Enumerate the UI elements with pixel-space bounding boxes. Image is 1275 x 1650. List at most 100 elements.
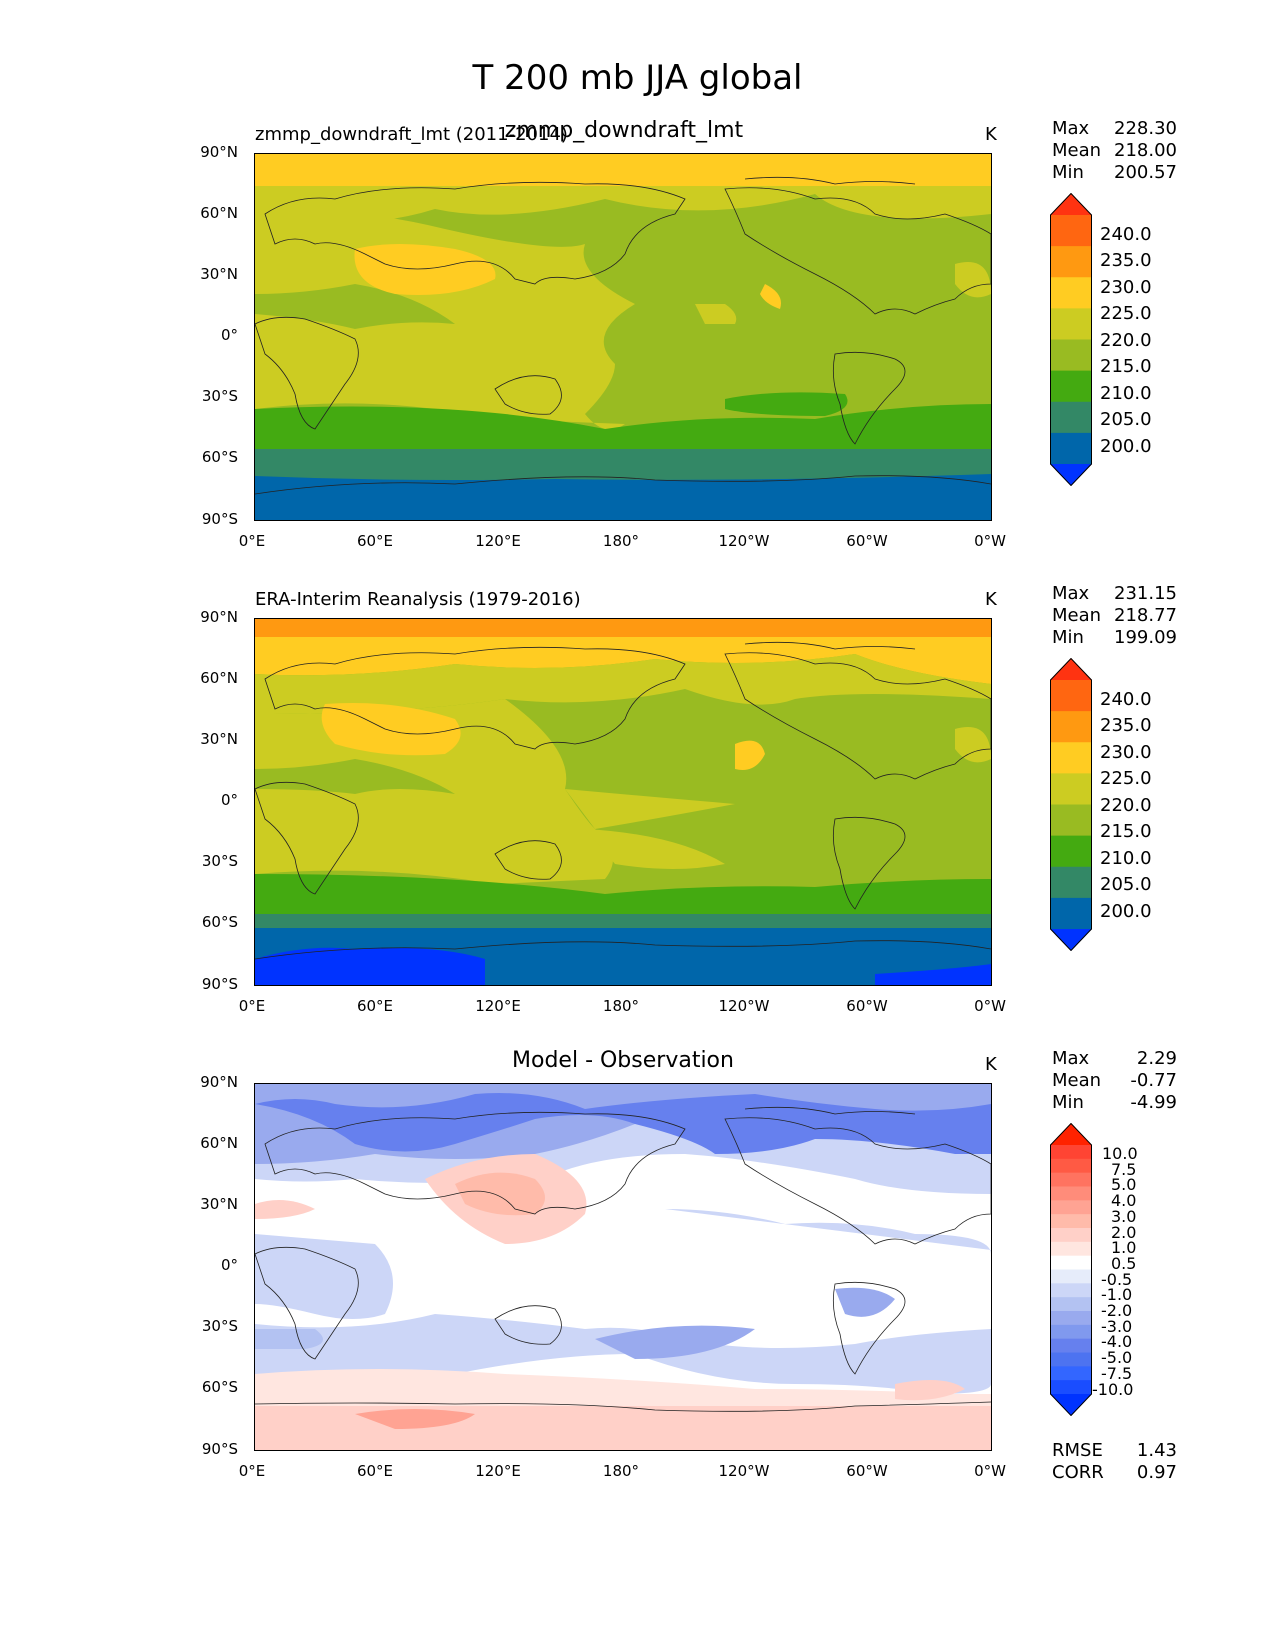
colorbar-label: 240.0: [1100, 689, 1152, 710]
colorbar-label: 205.0: [1100, 874, 1152, 895]
colorbar-label: -4.0: [1101, 1332, 1133, 1352]
colorbar-segment: [1050, 1338, 1092, 1353]
panel-diff-metrics: RMSE 1.43 CORR 0.97: [1052, 1440, 1177, 1484]
xtick: 60°W: [846, 532, 888, 550]
colorbar-label: 2.0: [1111, 1222, 1137, 1242]
colorbar-label: 0.5: [1111, 1253, 1137, 1273]
ytick: 90°N: [200, 143, 238, 161]
colorbar-label: 1.0: [1111, 1238, 1137, 1258]
ytick: 30°S: [201, 387, 238, 405]
xtick: 180°: [602, 532, 640, 550]
colorbar-label: 3.0: [1111, 1206, 1137, 1226]
colorbar-label: 220.0: [1100, 795, 1152, 816]
stat-mean: Mean -0.77: [1052, 1070, 1177, 1091]
colorbar-label: 210.0: [1100, 848, 1152, 869]
xtick: 180°: [602, 1462, 640, 1480]
panel-diff-stats: Max 2.29 Mean -0.77 Min -4.99: [1052, 1048, 1177, 1114]
diff-map-svg: [255, 1084, 991, 1450]
colorbar-label: 200.0: [1100, 436, 1152, 457]
colorbar-label: -10.0: [1092, 1379, 1134, 1399]
ytick: 30°N: [200, 730, 238, 748]
xtick: 120°E: [475, 1462, 521, 1480]
stat-max: Max 228.30: [1052, 118, 1177, 139]
ytick: 90°N: [200, 1073, 238, 1091]
model-map-svg: [255, 154, 991, 520]
xtick: 0°W: [974, 1462, 1006, 1480]
ytick: 90°S: [201, 975, 238, 993]
panel-model-colorbar: [1050, 192, 1092, 487]
colorbar-svg: [1050, 192, 1092, 487]
xtick: 180°: [602, 997, 640, 1015]
colorbar-label: 200.0: [1100, 901, 1152, 922]
colorbar-segment: [1050, 215, 1092, 247]
colorbar-segment: [1050, 277, 1092, 309]
ytick: 0°: [220, 791, 238, 809]
ytick: 60°S: [201, 448, 238, 466]
panel-obs-colorbar-labels: 240.0 235.0 230.0 225.0 220.0 215.0 210.…: [1100, 689, 1180, 922]
colorbar-label: 235.0: [1100, 715, 1152, 736]
colorbar-label: 210.0: [1100, 383, 1152, 404]
metric-corr: CORR 0.97: [1052, 1462, 1177, 1483]
colorbar-label: 230.0: [1100, 277, 1152, 298]
xtick: 60°E: [356, 532, 394, 550]
colorbar-segment: [1050, 1158, 1092, 1174]
colorbar-label: 5.0: [1111, 1175, 1137, 1195]
ytick: 60°N: [200, 1134, 238, 1152]
ytick: 0°: [220, 1256, 238, 1274]
colorbar-segment: [1050, 370, 1092, 403]
xtick: 60°W: [846, 1462, 888, 1480]
colorbar-segment: [1050, 1380, 1092, 1395]
ytick: 90°S: [201, 1440, 238, 1458]
stat-mean: Mean 218.00: [1052, 140, 1177, 161]
figure-title: T 200 mb JJA global: [472, 58, 803, 98]
colorbar-label: 235.0: [1100, 250, 1152, 271]
xtick: 120°E: [475, 532, 521, 550]
panel-obs-units: K: [985, 589, 997, 610]
xtick: 60°W: [846, 997, 888, 1015]
colorbar-svg: [1050, 657, 1092, 952]
colorbar-segment: [1050, 1145, 1092, 1160]
colorbar-segment: [1050, 866, 1092, 899]
colorbar-segment: [1050, 1311, 1092, 1326]
obs-map-svg: [255, 619, 991, 985]
colorbar-segment: [1050, 804, 1092, 837]
stat-min: Min 200.57: [1052, 162, 1177, 183]
colorbar-segment: [1050, 1228, 1092, 1243]
colorbar-segment: [1050, 308, 1092, 340]
colorbar-extend-max: [1050, 658, 1092, 680]
colorbar-segment: [1050, 401, 1092, 434]
xtick: 120°E: [475, 997, 521, 1015]
colorbar-label: 215.0: [1100, 821, 1152, 842]
colorbar-segment: [1050, 711, 1092, 743]
colorbar-label: 240.0: [1100, 224, 1152, 245]
colorbar-segment: [1050, 1200, 1092, 1215]
ytick: 90°N: [200, 608, 238, 626]
ytick: 60°S: [201, 913, 238, 931]
colorbar-extend-min: [1050, 464, 1092, 486]
colorbar-svg: [1050, 1122, 1092, 1417]
colorbar-segment: [1050, 742, 1092, 774]
colorbar-segment: [1050, 1352, 1092, 1367]
colorbar-label: -2.0: [1101, 1301, 1133, 1320]
colorbar-segment: [1050, 1269, 1092, 1284]
ytick: 30°S: [201, 1317, 238, 1335]
colorbar-extend-min: [1050, 1394, 1092, 1416]
stat-min: Min 199.09: [1052, 627, 1177, 648]
colorbar-label: -1.0: [1101, 1285, 1133, 1305]
panel-model-units: K: [985, 124, 997, 145]
ytick: 60°N: [200, 204, 238, 222]
colorbar-outline: [1050, 192, 1092, 487]
colorbar-segment: [1050, 246, 1092, 278]
ytick: 90°S: [201, 510, 238, 528]
xtick: 120°W: [718, 997, 770, 1015]
xtick: 0°E: [238, 532, 266, 550]
ytick: 0°: [220, 326, 238, 344]
colorbar-segment: [1050, 773, 1092, 805]
colorbar-segment: [1050, 835, 1092, 868]
colorbar-segment: [1050, 339, 1092, 372]
xtick: 0°E: [238, 997, 266, 1015]
colorbar-label: 7.5: [1111, 1159, 1137, 1179]
xtick: 60°E: [356, 1462, 394, 1480]
colorbar-segment: [1050, 680, 1092, 712]
xtick: 120°W: [718, 532, 770, 550]
